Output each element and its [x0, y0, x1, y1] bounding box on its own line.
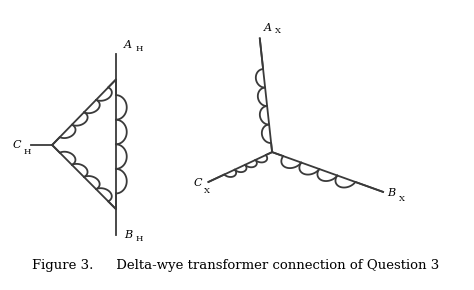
- Text: H: H: [23, 148, 31, 156]
- Text: Figure 3.: Figure 3.: [32, 259, 93, 271]
- Text: X: X: [204, 186, 210, 195]
- Text: B: B: [124, 230, 132, 240]
- Text: C: C: [194, 178, 202, 188]
- Text: C: C: [13, 140, 21, 150]
- Text: Delta-wye transformer connection of Question 3: Delta-wye transformer connection of Ques…: [112, 259, 439, 271]
- Text: H: H: [136, 45, 143, 52]
- Text: H: H: [136, 235, 143, 243]
- Text: X: X: [399, 195, 405, 203]
- Text: X: X: [275, 28, 282, 35]
- Text: A: A: [124, 40, 132, 50]
- Text: A: A: [264, 23, 272, 33]
- Text: B: B: [387, 188, 395, 198]
